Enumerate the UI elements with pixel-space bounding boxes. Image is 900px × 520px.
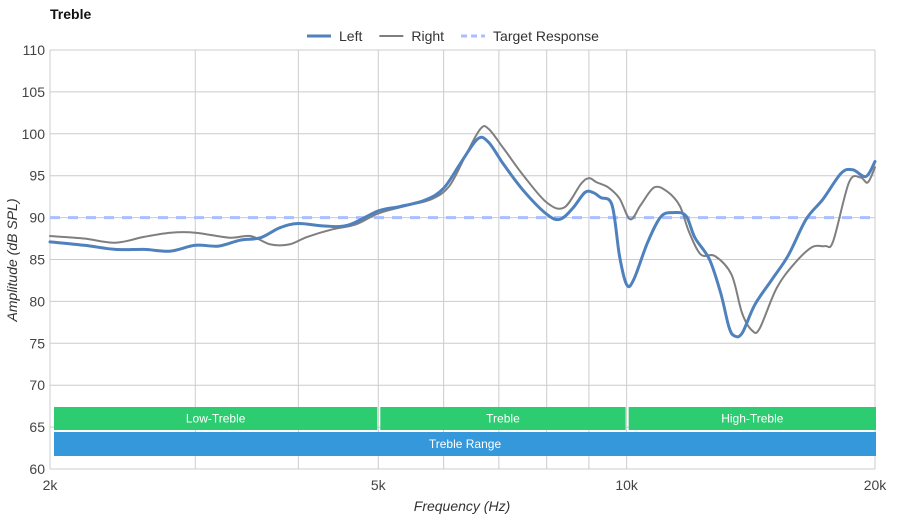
y-tick-label: 65 [29, 419, 45, 435]
y-tick-label: 75 [29, 335, 45, 351]
chart-title: Treble [50, 6, 91, 22]
y-tick-label: 105 [22, 84, 46, 100]
band-label: Low-Treble [186, 412, 246, 426]
legend-label: Left [339, 28, 362, 44]
grid [49, 49, 876, 470]
x-tick-label: 2k [43, 477, 59, 493]
y-tick-label: 70 [29, 377, 45, 393]
x-tick-label: 5k [371, 477, 387, 493]
legend-label: Right [411, 28, 444, 44]
range-bands: Low-Treble Treble High-Treble Treble Range [54, 407, 876, 456]
tick-labels: 60 65 70 75 80 85 90 95 100 105 110 2k 5k 10k 20k [22, 42, 888, 493]
legend-label: Target Response [493, 28, 599, 44]
band-treble [380, 407, 626, 430]
band-label: Treble [486, 412, 520, 426]
x-tick-label: 20k [864, 477, 888, 493]
y-axis-title: Amplitude (dB SPL) [4, 199, 20, 323]
y-tick-label: 100 [22, 126, 46, 142]
band-treble-range [54, 432, 876, 456]
series-line-left [48, 135, 877, 339]
band-label: High-Treble [721, 412, 784, 426]
x-tick-label: 10k [615, 477, 639, 493]
band-high-treble [628, 407, 876, 430]
series-line-right [49, 124, 876, 335]
series-lines [48, 124, 877, 339]
band-label: Treble Range [429, 437, 502, 451]
y-tick-label: 110 [23, 42, 46, 58]
y-tick-label: 85 [29, 252, 45, 268]
y-tick-label: 60 [29, 461, 45, 477]
y-tick-label: 95 [29, 168, 45, 184]
legend: Left Right Target Response [307, 28, 599, 44]
y-tick-label: 90 [29, 210, 45, 226]
x-axis-title: Frequency (Hz) [414, 498, 510, 514]
band-low-treble [54, 407, 378, 430]
y-tick-label: 80 [29, 293, 45, 309]
